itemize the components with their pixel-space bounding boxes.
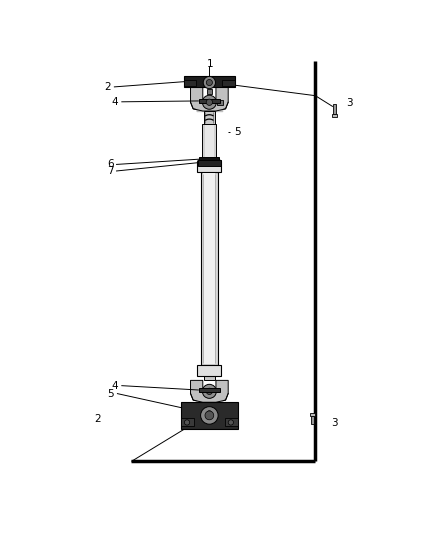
Bar (184, 80, 196, 86)
Polygon shape (191, 87, 203, 111)
Bar (197, 161, 221, 172)
Circle shape (206, 79, 212, 86)
Bar (203, 173, 215, 364)
Bar (202, 124, 216, 161)
Text: 3: 3 (332, 418, 338, 428)
Polygon shape (216, 87, 228, 111)
Text: 2: 2 (104, 82, 111, 92)
Bar (184, 76, 235, 87)
Circle shape (228, 420, 233, 425)
Bar (332, 114, 337, 117)
Bar (310, 413, 315, 416)
Bar (198, 159, 221, 166)
Circle shape (201, 407, 218, 424)
Text: 6: 6 (107, 159, 114, 169)
Text: 4: 4 (112, 97, 118, 107)
Bar (207, 89, 212, 94)
Bar (205, 125, 214, 160)
Circle shape (207, 410, 212, 415)
Polygon shape (216, 381, 228, 402)
Circle shape (184, 420, 190, 425)
Bar (222, 80, 234, 86)
Bar (199, 388, 220, 392)
Text: 5: 5 (234, 127, 241, 136)
Circle shape (202, 95, 216, 109)
Bar (204, 365, 215, 381)
Bar (204, 111, 215, 124)
Text: 3: 3 (346, 98, 353, 108)
Circle shape (203, 76, 215, 88)
Circle shape (206, 388, 212, 394)
Circle shape (205, 411, 214, 420)
Bar (181, 418, 194, 426)
Bar (333, 104, 336, 114)
Bar (197, 365, 221, 376)
Circle shape (206, 99, 212, 106)
Text: 1: 1 (207, 59, 214, 69)
Bar (311, 416, 314, 424)
Text: 7: 7 (107, 166, 114, 176)
Text: 4: 4 (112, 381, 118, 391)
Circle shape (202, 384, 216, 398)
Text: 5: 5 (107, 389, 114, 399)
Bar (201, 172, 218, 365)
Text: 2: 2 (94, 414, 101, 424)
Bar (181, 402, 238, 429)
Circle shape (205, 408, 214, 418)
Polygon shape (191, 381, 203, 402)
Bar (217, 100, 223, 105)
Bar (199, 157, 219, 160)
Bar (225, 418, 238, 426)
Bar (199, 99, 220, 103)
